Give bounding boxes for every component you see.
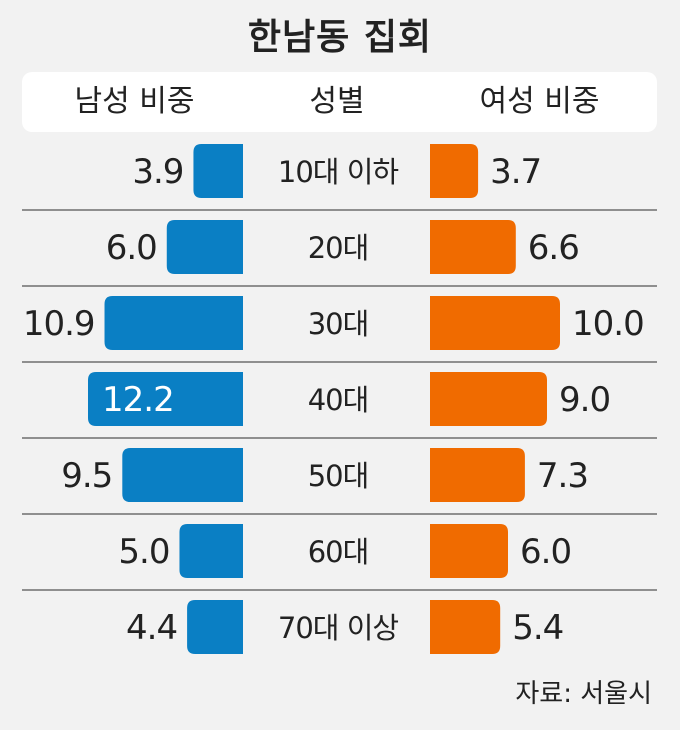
female-value-label: 3.7 [490, 152, 541, 192]
female-value-label: 6.6 [528, 228, 579, 268]
female-share-header: 여성 비중 [479, 84, 600, 119]
male-value-label: 6.0 [106, 228, 157, 268]
age-group-label: 20대 [308, 231, 369, 265]
age-group-label: 10대 이하 [278, 155, 398, 189]
age-group-label: 70대 이상 [278, 611, 398, 645]
male-bar [166, 220, 243, 274]
male-bar [187, 600, 243, 654]
age-group-label: 50대 [308, 459, 369, 493]
male-value-label: 3.9 [132, 152, 183, 192]
male-bar [179, 524, 243, 578]
female-value-label: 9.0 [559, 380, 610, 420]
male-share-header: 남성 비중 [74, 84, 195, 119]
column-header: 남성 비중 성별 여성 비중 [22, 72, 657, 132]
female-bar [430, 296, 560, 350]
female-value-label: 5.4 [512, 608, 563, 648]
age-group-label: 30대 [308, 307, 369, 341]
female-bar [430, 372, 547, 426]
age-group-label: 60대 [308, 535, 369, 569]
gender-header: 성별 [309, 84, 365, 119]
female-bar [430, 448, 525, 502]
male-value-label: 5.0 [118, 532, 169, 572]
age-group-label: 40대 [308, 383, 369, 417]
male-bar [104, 296, 244, 350]
female-bar [430, 220, 516, 274]
female-bar [430, 524, 508, 578]
source-note: 자료: 서울시 [515, 679, 652, 709]
female-bar [430, 144, 479, 198]
male-value-label: 12.2 [102, 380, 174, 420]
female-value-label: 7.3 [537, 456, 588, 496]
female-bar [430, 600, 501, 654]
male-value-label: 10.9 [23, 304, 95, 344]
female-value-label: 6.0 [520, 532, 571, 572]
chart-title: 한남동 집회 [247, 17, 433, 58]
male-value-label: 9.5 [61, 456, 112, 496]
male-value-label: 4.4 [126, 608, 177, 648]
butterfly-bar-chart: 3.9 10대 이하 3.7 6.0 20대 6.6 10.9 30대 10.0 12.2 40대 9… [22, 144, 657, 654]
male-bar [193, 144, 243, 198]
female-value-label: 10.0 [572, 304, 644, 344]
male-bar [122, 448, 243, 502]
male-bar [88, 372, 243, 426]
